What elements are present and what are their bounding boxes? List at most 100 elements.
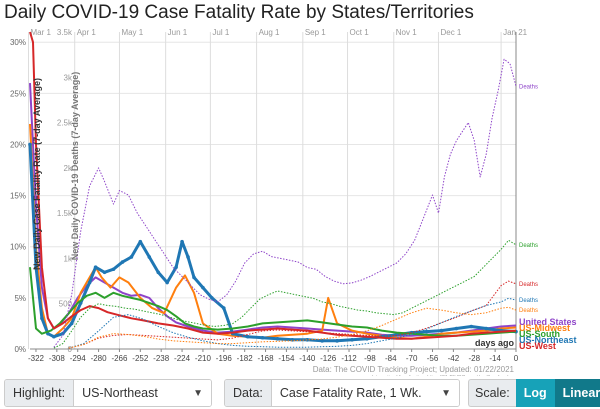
y-left-tick-label: 0% (14, 345, 26, 354)
month-label: Sep 1 (305, 28, 326, 37)
x-tick-label: -294 (70, 354, 87, 363)
y-left-tick-label: 20% (10, 140, 26, 149)
series-line (68, 306, 517, 349)
series-point (120, 260, 125, 264)
series-point (87, 280, 92, 285)
series-point (192, 275, 196, 280)
x-tick-label: -182 (237, 354, 254, 363)
y-left-tick-label: 25% (10, 89, 26, 98)
series-point (424, 329, 429, 334)
series-point (93, 265, 98, 269)
y-left-tick-label: 30% (10, 38, 26, 47)
series-point (147, 255, 152, 259)
deaths-series-label: Deaths (519, 282, 538, 288)
x-tick-label: -42 (448, 354, 460, 363)
x-tick-label: -224 (174, 354, 191, 363)
highlight-value: US-Northeast (82, 386, 158, 400)
data-value: Case Fatality Rate, 1 Wk. (279, 386, 422, 400)
series-point (69, 321, 74, 326)
data-select[interactable]: Case Fatality Rate, 1 Wk. ▼ (271, 380, 459, 406)
deaths-series-label: Deaths (519, 298, 538, 304)
series-point (138, 239, 143, 244)
series-point (34, 265, 38, 269)
series-point (111, 267, 116, 272)
series-point (320, 339, 324, 343)
y-left-tick-label: 10% (10, 243, 26, 252)
month-label: Jul 1 (212, 28, 229, 37)
series-point (305, 337, 310, 342)
series-line (29, 123, 517, 340)
linear-button[interactable]: Linear (554, 379, 600, 407)
x-axis-label: days ago (475, 338, 515, 348)
credit-text: Interactive Visualization: https://91-DI… (372, 375, 514, 376)
chevron-down-icon: ▼ (193, 387, 203, 399)
series-line (53, 58, 517, 348)
highlight-label: Highlight: (5, 380, 75, 406)
series-point (439, 328, 444, 333)
y-right-tick-label: 3.5k (57, 28, 73, 37)
series-line (28, 144, 517, 343)
series-point (210, 296, 214, 300)
x-tick-label: -238 (153, 354, 170, 363)
series-line (53, 239, 517, 349)
x-tick-label: -56 (427, 354, 439, 363)
month-label: Apr 1 (77, 28, 97, 37)
month-label: Nov 1 (396, 28, 417, 37)
series-point (156, 270, 161, 275)
highlight-select[interactable]: US-Northeast ▼ (74, 380, 211, 406)
x-tick-label: -126 (320, 354, 337, 363)
highlight-control: Highlight: US-Northeast ▼ (4, 379, 212, 407)
y-right-tick-label: 2.5k (57, 119, 73, 128)
series-end-label: US-Midwest (519, 323, 570, 333)
series-point (40, 316, 44, 321)
month-label: Jan 21 (503, 28, 528, 37)
source-text: Data: The COVID Tracking Project; Update… (313, 365, 515, 374)
x-tick-label: -252 (132, 354, 149, 363)
series-point (186, 255, 190, 259)
scale-control: Scale: Log Linear (468, 379, 600, 407)
y-right-tick-label: 500 (59, 300, 73, 309)
data-control: Data: Case Fatality Rate, 1 Wk. ▼ (224, 379, 460, 407)
x-tick-label: 0 (514, 354, 519, 363)
x-tick-label: -28 (468, 354, 480, 363)
scale-label: Scale: (468, 379, 516, 407)
x-tick-label: -112 (341, 354, 357, 363)
y-right-axis-label: New Daily COVID-19 Deaths (7-day Average… (70, 72, 80, 260)
x-tick-label: -140 (299, 354, 316, 363)
series-line (68, 280, 517, 349)
series-point (469, 324, 474, 329)
data-label: Data: (225, 380, 272, 406)
series-point (275, 336, 280, 341)
x-tick-label: -70 (406, 354, 418, 363)
series-end-label: US-Northeast (519, 335, 577, 345)
x-tick-label: -98 (364, 354, 376, 363)
series-point (222, 306, 226, 310)
series-point (102, 270, 107, 275)
series-point (174, 265, 178, 269)
log-button[interactable]: Log (515, 379, 555, 407)
series-line (29, 267, 517, 337)
month-label: Dec 1 (440, 28, 461, 37)
series-line (29, 83, 517, 337)
cfr-chart: 0% 5% 10% 15% 20% 25% 30% 0 500 1k 1.5k 2k 2.5k 3k 3.5… (10, 28, 577, 376)
x-tick-label: -322 (28, 354, 45, 363)
series-end-label: US-West (519, 341, 556, 351)
series-point (28, 142, 32, 147)
x-tick-label: -196 (216, 354, 233, 363)
y-left-tick-label: 15% (10, 192, 26, 201)
series-point (454, 326, 459, 331)
deaths-series-label: Deaths (519, 308, 538, 314)
page-title: Daily COVID-19 Case Fatality Rate by Sta… (4, 2, 474, 23)
x-tick-label: -154 (278, 354, 295, 363)
x-tick-label: -14 (489, 354, 501, 363)
series-point (335, 339, 339, 343)
x-tick-label: -210 (195, 354, 212, 363)
series-point (245, 334, 250, 339)
y-left-tick-label: 5% (14, 294, 26, 303)
x-tick-label: -266 (111, 354, 128, 363)
controls-bar: Highlight: US-Northeast ▼ Data: Case Fat… (0, 377, 600, 409)
month-label: May 1 (121, 28, 143, 37)
series-point (260, 335, 265, 340)
series-point (180, 239, 184, 244)
x-tick-label: -168 (258, 354, 275, 363)
